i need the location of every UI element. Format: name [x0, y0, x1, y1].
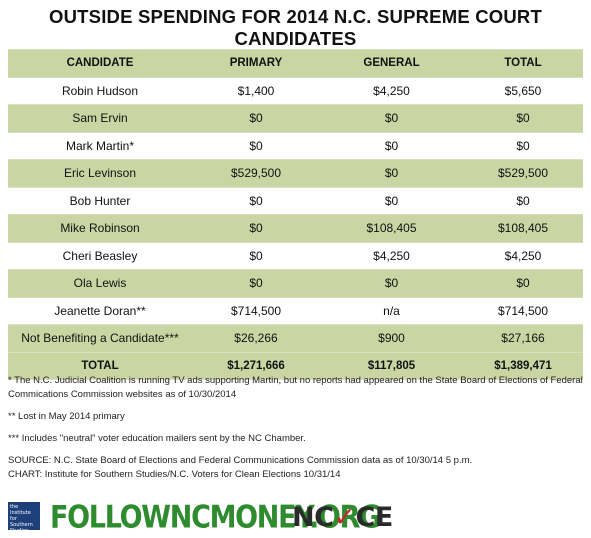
cell-primary: $26,266 — [234, 331, 278, 346]
table-row: Sam Ervin $0 $0 $0 — [8, 105, 583, 133]
footnote-1: * The N.C. Judicial Coalition is running… — [8, 375, 583, 400]
cell-primary: $0 — [249, 111, 263, 126]
cell-primary: $0 — [249, 193, 263, 208]
source-line: SOURCE: N.C. State Board of Elections an… — [8, 455, 473, 466]
footnote-3: *** Includes "neutral" voter education m… — [8, 433, 306, 444]
cell-general: $0 — [384, 193, 399, 208]
cell-general: $0 — [384, 111, 399, 126]
cell-total: $0 — [516, 138, 530, 153]
chart-credit-line: CHART: Institute for Southern Studies/N.… — [8, 469, 341, 480]
cell-candidate: Not Benefiting a Candidate*** — [21, 331, 179, 346]
spending-table: CANDIDATE PRIMARY GENERAL TOTAL Robin Hu… — [8, 49, 583, 380]
cell-primary: $0 — [249, 138, 263, 153]
ncvce-check-icon: ✓ — [333, 502, 356, 533]
iss-logo-text-the: the — [10, 504, 19, 510]
iss-logo-text-institute: Institute — [10, 510, 31, 516]
table-header-row: CANDIDATE PRIMARY GENERAL TOTAL — [8, 50, 583, 78]
table-row: Eric Levinson $529,500 $0 $529,500 — [8, 160, 583, 188]
cell-candidate: Robin Hudson — [61, 83, 139, 98]
cell-primary: $0 — [249, 248, 263, 263]
cell-primary: $529,500 — [230, 166, 282, 181]
cell-primary: $1,400 — [237, 83, 275, 98]
total-label: TOTAL — [81, 359, 119, 372]
iss-logo-text-studies: Studies — [10, 528, 29, 534]
cell-general: $0 — [384, 138, 399, 153]
cell-total: $0 — [516, 111, 530, 126]
cell-total: $4,250 — [504, 248, 542, 263]
ncvce-logo-ce: CE — [355, 502, 394, 533]
header-primary: PRIMARY — [229, 57, 283, 70]
chart-title: OUTSIDE SPENDING FOR 2014 N.C. SUPREME C… — [49, 6, 542, 49]
cell-candidate: Mike Robinson — [60, 221, 140, 236]
cell-total: $27,166 — [501, 331, 545, 346]
cell-candidate: Bob Hunter — [69, 193, 131, 208]
iss-logo-text-for: for — [10, 516, 17, 522]
cell-candidate: Jeanette Doran** — [54, 303, 146, 318]
cell-total: $529,500 — [497, 166, 549, 181]
header-candidate: CANDIDATE — [66, 57, 134, 70]
table-row: Mark Martin* $0 $0 $0 — [8, 133, 583, 160]
table-total-row: TOTAL $1,271,666 $117,805 $1,389,471 — [8, 352, 583, 380]
logo-strip: the Institute for Southern Studies FOLLO… — [8, 498, 586, 536]
cell-candidate: Mark Martin* — [65, 138, 134, 153]
cell-candidate: Ola Lewis — [73, 276, 127, 291]
cell-general: $900 — [378, 331, 405, 346]
table-row: Cheri Beasley $0 $4,250 $4,250 — [8, 243, 583, 270]
footnotes: * The N.C. Judicial Coalition is running… — [8, 374, 586, 482]
cell-primary: $714,500 — [230, 303, 282, 318]
cell-general: n/a — [383, 303, 400, 318]
cell-general: $0 — [384, 166, 399, 181]
total-general: $117,805 — [367, 359, 416, 372]
table-row: Jeanette Doran** $714,500 n/a $714,500 — [8, 298, 583, 325]
iss-logo-text-southern: Southern — [10, 522, 33, 528]
cell-primary: $0 — [249, 276, 263, 291]
table-row: Mike Robinson $0 $108,405 $108,405 — [8, 215, 583, 243]
cell-candidate: Cheri Beasley — [62, 248, 138, 263]
ncvce-logo-nc: NC — [292, 502, 334, 533]
table-row: Not Benefiting a Candidate*** $26,266 $900… — [8, 325, 583, 353]
institute-southern-studies-logo: the Institute for Southern Studies — [8, 502, 40, 534]
ncvce-logo: NC✓CE — [292, 502, 393, 533]
total-primary: $1,271,666 — [227, 359, 285, 372]
cell-general: $4,250 — [373, 83, 410, 98]
cell-total: $714,500 — [497, 303, 549, 318]
total-total: $1,389,471 — [494, 359, 552, 372]
cell-general: $0 — [384, 276, 399, 291]
cell-candidate: Eric Levinson — [63, 166, 137, 181]
cell-general: $108,405 — [366, 221, 417, 236]
cell-primary: $0 — [249, 221, 263, 236]
table-row: Bob Hunter $0 $0 $0 — [8, 188, 583, 215]
followncmoney-logo: FOLLOWNCMONEY.ORG — [50, 500, 381, 536]
header-general: GENERAL — [363, 57, 420, 70]
cell-total: $0 — [516, 276, 530, 291]
table-body: Robin Hudson $1,400 $4,250 $5,650 Sam Ervin $… — [8, 78, 583, 353]
table-row: Ola Lewis $0 $0 $0 — [8, 270, 583, 298]
cell-total: $0 — [516, 193, 530, 208]
footnote-2: ** Lost in May 2014 primary — [8, 411, 125, 422]
cell-total: $108,405 — [497, 221, 549, 236]
header-total: TOTAL — [504, 57, 542, 70]
table-row: Robin Hudson $1,400 $4,250 $5,650 — [8, 78, 583, 105]
cell-candidate: Sam Ervin — [72, 111, 128, 126]
cell-general: $4,250 — [373, 248, 410, 263]
cell-total: $5,650 — [504, 83, 542, 98]
